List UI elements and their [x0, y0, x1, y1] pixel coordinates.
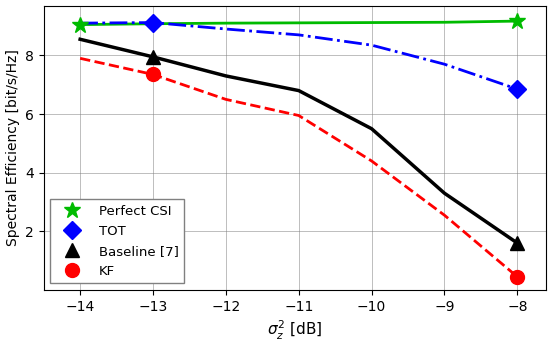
Y-axis label: Spectral Efficiency [bit/s/Hz]: Spectral Efficiency [bit/s/Hz] [6, 49, 19, 246]
TOT [150, 21, 156, 25]
X-axis label: $\sigma_z^2$ [dB]: $\sigma_z^2$ [dB] [267, 319, 323, 342]
KF [514, 275, 521, 279]
Line: TOT: TOT [147, 16, 523, 95]
Line: KF: KF [146, 68, 524, 284]
KF [150, 72, 156, 77]
Line: Baseline [7]: Baseline [7] [146, 50, 524, 250]
TOT [514, 87, 521, 91]
Baseline [7] [150, 55, 156, 59]
Legend: Perfect CSI, TOT, Baseline [7], KF: Perfect CSI, TOT, Baseline [7], KF [50, 199, 184, 283]
Baseline [7] [514, 241, 521, 245]
